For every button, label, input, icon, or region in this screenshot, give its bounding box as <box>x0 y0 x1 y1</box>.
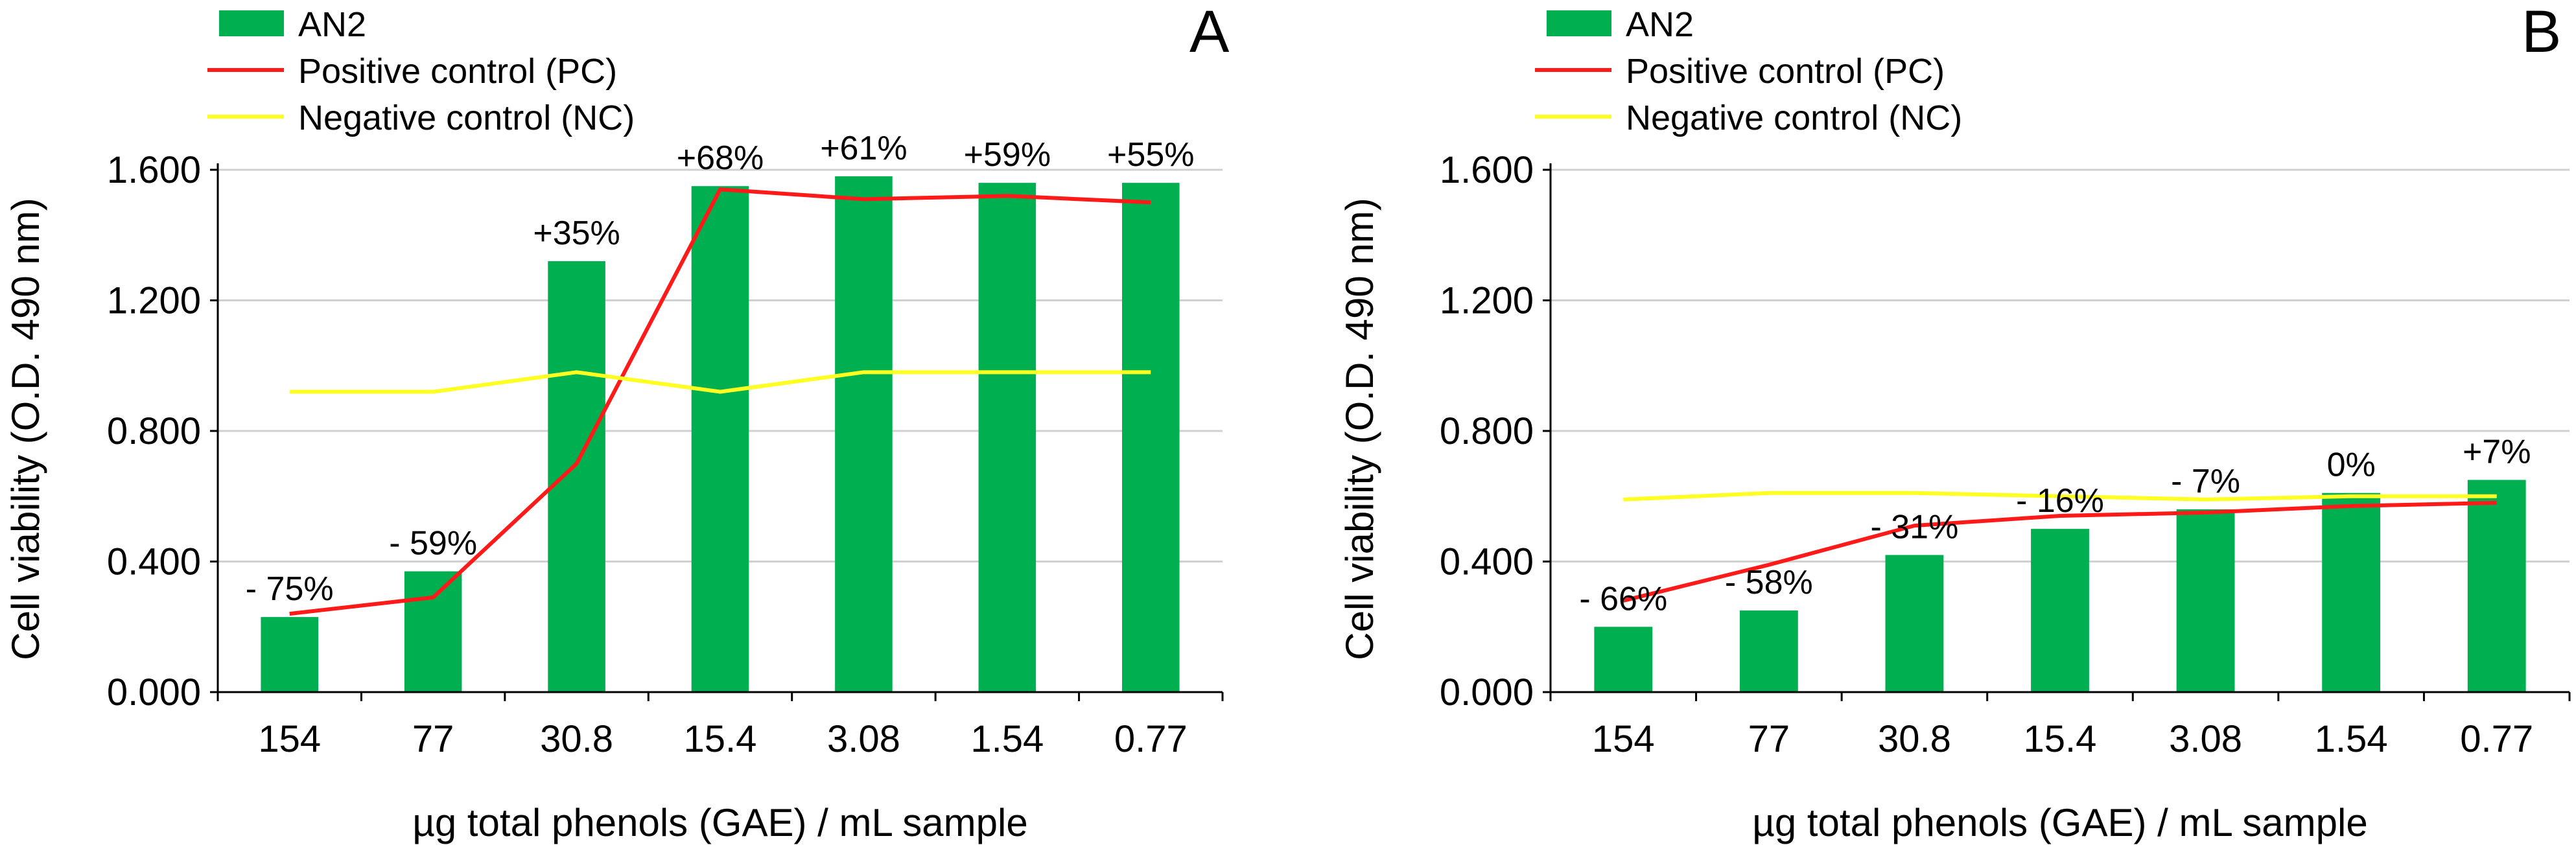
data-label: +35% <box>533 214 620 252</box>
bar <box>2176 509 2235 692</box>
data-label: - 58% <box>1725 564 1813 601</box>
y-tick-label: 1.200 <box>1440 280 1534 322</box>
x-tick-label: 1.54 <box>970 718 1044 760</box>
bar <box>261 617 318 692</box>
data-label: +7% <box>2463 434 2531 471</box>
bar <box>2467 480 2526 692</box>
negative-control-line <box>289 370 1151 394</box>
legend-swatch-an2 <box>219 10 284 36</box>
data-label: +55% <box>1107 136 1194 174</box>
bar <box>548 261 605 692</box>
y-tick-label: 0.000 <box>107 671 201 713</box>
positive-control-line <box>289 187 1151 616</box>
bar <box>2322 493 2381 692</box>
y-axis-title: Cell viability (O.D. 490 nm) <box>4 198 47 660</box>
y-tick-label: 0.000 <box>1440 671 1534 713</box>
series-lines <box>289 187 1151 616</box>
y-tick-label: 0.800 <box>107 410 201 452</box>
x-tick-label: 154 <box>258 718 321 760</box>
negative-control-line <box>1623 491 2497 502</box>
x-tick-label: 30.8 <box>1878 718 1951 760</box>
panel-letter: A <box>1189 0 1230 65</box>
data-label: - 75% <box>246 570 334 608</box>
bar <box>1122 183 1180 692</box>
bars <box>261 176 1180 692</box>
positive-control-line <box>1622 500 2497 603</box>
legend-swatch-an2 <box>1547 10 1611 36</box>
axes <box>210 163 1224 701</box>
y-tick-label: 0.400 <box>1440 541 1534 583</box>
chart-panel-b: - 66% - 58% - 31% - 16% - 7% 0% +7% 0.000 0.400… <box>1338 0 2571 844</box>
x-tick-label: 15.4 <box>684 718 757 760</box>
data-label: - 7% <box>2171 463 2240 500</box>
legend-label-an2: AN2 <box>1626 5 1694 44</box>
data-label: +68% <box>677 139 764 177</box>
bar <box>835 176 893 692</box>
legend-label-positive-control: Positive control (PC) <box>1626 52 1945 91</box>
x-tick-label: 1.54 <box>2315 718 2388 760</box>
legend-label-positive-control: Positive control (PC) <box>298 52 617 91</box>
legend: AN2 Positive control (PC) Negative contr… <box>1535 5 1962 137</box>
bar <box>1885 555 1944 692</box>
bar <box>1594 627 1653 692</box>
x-tick-label: 3.08 <box>2169 718 2242 760</box>
y-tick-label: 1.600 <box>107 149 201 191</box>
y-tick-label: 1.200 <box>107 280 201 322</box>
legend: AN2 Positive control (PC) Negative contr… <box>207 5 635 137</box>
y-tick-label: 1.600 <box>1440 149 1534 191</box>
axes <box>1543 163 2571 701</box>
y-tick-labels: 0.000 0.400 0.800 1.200 1.600 <box>1440 149 1534 713</box>
x-tick-labels: 154 77 30.8 15.4 3.08 1.54 0.77 <box>258 718 1187 760</box>
bar <box>978 183 1036 692</box>
x-axis-title: µg total phenols (GAE) / mL sample <box>1752 801 2367 844</box>
y-axis-title: Cell viability (O.D. 490 nm) <box>1338 198 1381 660</box>
data-label: - 31% <box>1871 508 1959 546</box>
bar <box>404 571 462 692</box>
y-tick-labels: 0.000 0.400 0.800 1.200 1.600 <box>107 149 201 713</box>
data-label: - 59% <box>389 525 477 562</box>
x-tick-label: 154 <box>1592 718 1655 760</box>
data-label: - 66% <box>1579 580 1667 618</box>
bar <box>2031 529 2089 692</box>
chart-panel-a: - 75% - 59% +35% +68% +61% +59% +55% 0.000 0.40… <box>4 0 1230 844</box>
x-tick-label: 30.8 <box>540 718 613 760</box>
x-tick-label: 0.77 <box>1114 718 1188 760</box>
series-lines <box>1622 491 2497 603</box>
x-tick-label: 0.77 <box>2460 718 2533 760</box>
y-tick-label: 0.400 <box>107 541 201 583</box>
x-axis-title: µg total phenols (GAE) / mL sample <box>412 801 1027 844</box>
bars <box>1594 480 2526 692</box>
data-label: +61% <box>820 130 907 167</box>
x-tick-label: 77 <box>1748 718 1790 760</box>
legend-label-an2: AN2 <box>298 5 366 44</box>
panel-letter: B <box>2522 0 2561 65</box>
data-labels: - 75% - 59% +35% +68% +61% +59% +55% <box>246 130 1195 608</box>
data-label: - 16% <box>2016 482 2104 520</box>
x-tick-label: 77 <box>412 718 454 760</box>
y-tick-label: 0.800 <box>1440 410 1534 452</box>
data-label: 0% <box>2327 446 2376 484</box>
legend-label-negative-control: Negative control (NC) <box>1626 99 1962 137</box>
x-tick-label: 3.08 <box>827 718 900 760</box>
legend-label-negative-control: Negative control (NC) <box>298 99 635 137</box>
x-tick-label: 15.4 <box>2024 718 2097 760</box>
data-label: +59% <box>964 136 1051 174</box>
bar <box>691 186 749 692</box>
data-labels: - 66% - 58% - 31% - 16% - 7% 0% +7% <box>1579 434 2531 618</box>
x-tick-labels: 154 77 30.8 15.4 3.08 1.54 0.77 <box>1592 718 2533 760</box>
bar <box>1739 610 1798 692</box>
